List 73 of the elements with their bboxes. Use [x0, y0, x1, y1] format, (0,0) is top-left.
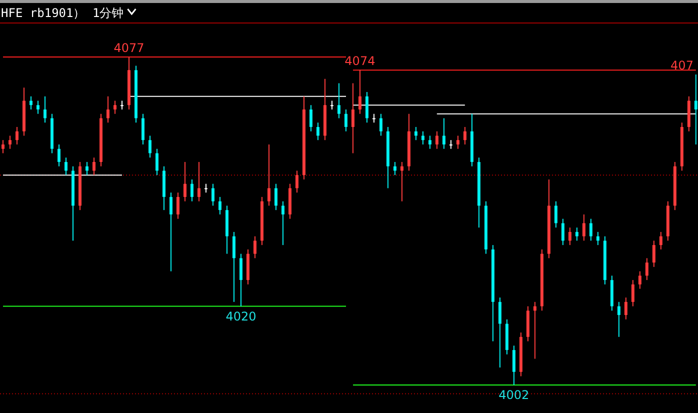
candlestick: [281, 200, 284, 246]
candlestick: [358, 70, 362, 114]
candlestick: [659, 231, 662, 250]
candlestick: [253, 236, 256, 259]
candlestick: [414, 126, 418, 141]
candlestick: [393, 161, 396, 176]
candlestick: [85, 161, 88, 176]
candlestick: [645, 258, 648, 281]
candlestick: [155, 148, 158, 176]
candlestick: [274, 183, 278, 211]
candlestick: [239, 253, 242, 307]
candlestick: [561, 218, 564, 246]
candlestick: [92, 157, 96, 176]
candlestick: [631, 280, 634, 307]
candlestick: [232, 231, 236, 302]
candlestick: [267, 144, 270, 206]
candlestick: [351, 82, 354, 154]
candlestick: [589, 218, 592, 242]
candlestick: [533, 301, 536, 360]
candlestick: [113, 100, 116, 114]
candlestick: [176, 192, 180, 220]
annotation: 4074: [344, 54, 376, 68]
candlestick: [36, 100, 40, 114]
candlestick: [197, 161, 200, 202]
candlestick: [400, 161, 404, 202]
candlestick: [183, 161, 186, 202]
candlestick: [148, 135, 152, 158]
candlestick: [44, 96, 47, 124]
candlestick: [64, 157, 68, 176]
candlestick: [190, 178, 194, 202]
candlestick: [449, 140, 452, 150]
candlestick: [554, 200, 558, 228]
candlestick: [141, 113, 144, 145]
candlestick: [498, 297, 502, 368]
candlestick: [330, 100, 334, 110]
chart-title: HFE rb1901） 1分钟: [1, 6, 124, 20]
candlestick: [120, 100, 124, 110]
candlestick: [169, 192, 172, 272]
candlestick: [617, 301, 620, 338]
candlestick: [575, 227, 578, 242]
candlestick: [211, 183, 214, 206]
candlestick: [106, 96, 110, 124]
candlestick: [596, 231, 600, 246]
candlestick: [638, 270, 642, 290]
candlestick: [295, 170, 298, 194]
candlestick: [694, 74, 698, 145]
annotation: 4002: [498, 388, 530, 402]
candlestick: [568, 227, 572, 246]
annotation: 4077: [114, 41, 144, 55]
candlestick: [344, 108, 348, 132]
candlestick: [218, 196, 222, 215]
candlestick: [8, 135, 12, 150]
candlestick: [58, 144, 60, 167]
candlestick: [435, 130, 438, 150]
candlestick: [624, 297, 628, 320]
candlestick: [456, 135, 460, 150]
candlestick: [463, 126, 466, 145]
candlestick: [316, 122, 320, 141]
candlestick: [365, 91, 368, 124]
candlestick: [309, 104, 312, 132]
candlestick: [2, 140, 5, 154]
candlestick: [442, 118, 446, 150]
candlestick: [30, 96, 33, 110]
candlestick: [582, 214, 586, 242]
candlestick: [421, 130, 424, 145]
candlestick: [337, 82, 340, 119]
candlestick: [428, 135, 432, 150]
candlestick: [652, 240, 656, 268]
annotation: 4020: [226, 309, 256, 324]
candlestick: [16, 126, 19, 145]
candlestick: [512, 345, 516, 386]
candlestick: [379, 113, 382, 136]
annotation: 407: [670, 58, 694, 72]
